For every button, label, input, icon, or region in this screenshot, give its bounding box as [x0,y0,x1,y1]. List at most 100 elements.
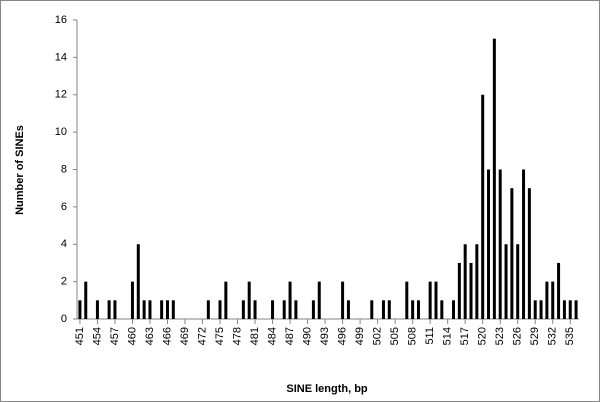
y-tick-label: 2 [61,276,67,288]
bar [271,300,275,319]
x-tick-label: 478 [231,327,243,345]
bar [130,281,134,319]
bar [311,300,315,319]
bar [527,188,531,319]
x-tick-label: 496 [336,327,348,345]
x-tick-label: 532 [547,327,559,345]
bar [562,300,566,319]
y-tick-label: 0 [61,313,67,325]
bar [568,300,572,319]
bar [481,94,485,319]
bar [416,300,420,319]
bar [457,262,461,319]
bar [165,300,169,319]
y-tick-label: 4 [61,238,67,250]
bar [539,300,543,319]
y-tick-label: 10 [55,126,67,138]
x-tick-label: 472 [196,327,208,345]
bar [498,169,502,319]
bar [434,281,438,319]
bar [475,244,479,319]
x-tick-label: 520 [477,327,489,345]
bar [405,281,409,319]
x-tick-label: 499 [354,327,366,345]
x-tick-label: 490 [301,327,313,345]
x-tick-label: 529 [529,327,541,345]
bar [288,281,292,319]
x-tick-label: 460 [126,327,138,345]
bar [545,281,549,319]
bar [370,300,374,319]
bar [522,169,526,319]
bar [78,300,82,319]
bar [463,244,467,319]
x-tick-label: 535 [564,327,576,345]
bar [387,300,391,319]
x-tick-label: 475 [214,327,226,345]
bar [516,244,520,319]
bar [452,300,455,319]
bar [148,300,152,319]
bar [282,300,286,319]
x-tick-label: 469 [179,327,191,345]
x-tick-label: 463 [144,327,156,345]
bar [504,244,508,319]
bar [253,300,257,319]
bar [95,300,99,319]
x-tick-label: 505 [389,327,401,345]
x-tick-label: 526 [512,327,524,345]
x-tick-label: 487 [284,327,296,345]
bar [381,300,385,319]
x-tick-label: 523 [494,327,506,345]
bar [241,300,245,319]
bar [492,38,496,319]
bar [136,244,140,319]
x-tick-label: 514 [442,327,454,345]
bar [551,281,555,319]
x-tick-label: 457 [109,327,121,345]
bar [346,300,350,319]
x-tick-label: 466 [161,327,173,345]
x-tick-label: 502 [372,327,384,345]
bar [247,281,251,319]
bar [487,169,491,319]
bar [469,262,473,319]
x-tick-label: 451 [74,327,86,345]
bar [510,188,514,319]
y-tick-label: 8 [61,163,67,175]
y-tick-label: 6 [61,201,67,213]
bar [171,300,175,319]
bar [294,300,298,319]
y-tick-label: 14 [55,51,67,63]
x-tick-label: 493 [319,327,331,345]
x-axis-label: SINE length, bp [286,383,368,395]
bar [206,300,210,319]
x-tick-label: 511 [424,327,436,345]
x-tick-label: 454 [91,327,103,345]
bar [84,281,88,319]
bar [557,262,561,319]
x-tick-label: 508 [407,327,419,345]
y-axis-label: Number of SINEs [14,125,26,215]
bar [440,300,444,319]
bar [411,300,415,319]
bar [574,300,578,319]
bar [224,281,228,319]
y-tick-label: 16 [55,14,67,26]
bar [341,281,345,319]
bar [107,300,111,319]
x-tick-label: 517 [459,327,471,345]
x-tick-label: 481 [249,327,261,345]
y-tick-label: 12 [55,89,67,101]
bar [317,281,321,319]
bar [533,300,537,319]
bar [142,300,146,319]
bar [428,281,432,319]
bar [218,300,222,319]
bar [160,300,164,319]
bar [113,300,117,319]
x-tick-label: 484 [266,327,278,345]
